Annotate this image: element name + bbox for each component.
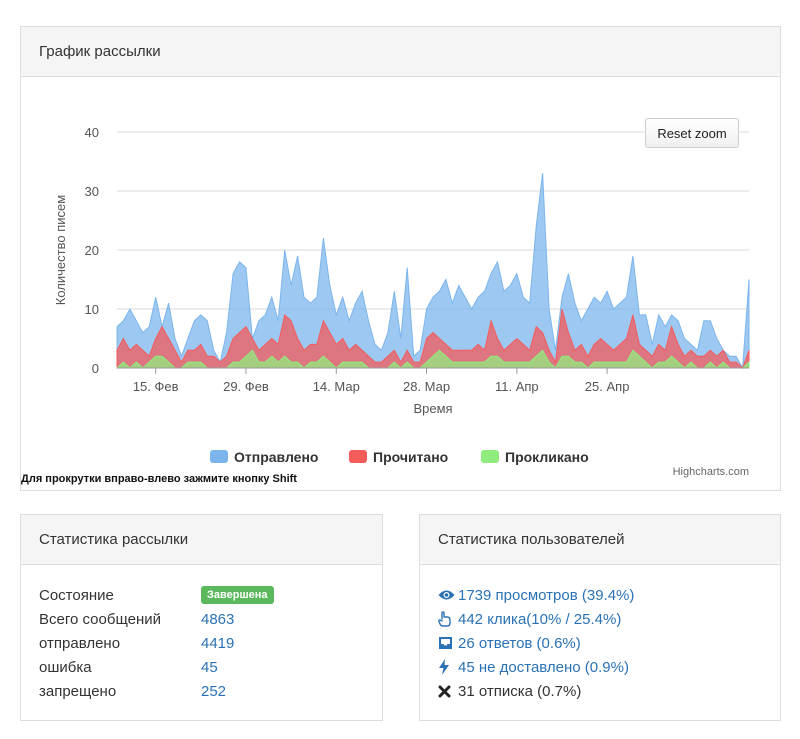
stat-label: Состояние	[39, 586, 114, 604]
chart-panel: График рассылки 0 10 20 30 40 15. Фев 29. Фев 1…	[20, 26, 781, 491]
inbox-icon	[438, 636, 458, 650]
x-axis-title: Время	[413, 401, 452, 416]
times-icon	[438, 685, 458, 698]
highcharts-credits: Highcharts.com	[673, 466, 749, 478]
views-link[interactable]: 1739 просмотров (39.4%)	[458, 586, 635, 604]
user-stat-clicks[interactable]: 442 клика(10% / 25.4%)	[438, 607, 634, 631]
user-stats-list: 1739 просмотров (39.4%) 442 клика(10% / …	[438, 583, 634, 703]
status-badge: Завершена	[201, 586, 274, 604]
user-stat-unsubscribes: 31 отписка (0.7%)	[438, 679, 634, 703]
user-stat-views[interactable]: 1739 просмотров (39.4%)	[438, 583, 634, 607]
y-tick-label: 40	[85, 125, 99, 140]
clicks-link[interactable]: 442 клика(10% / 25.4%)	[458, 610, 622, 628]
stat-row-error: ошибка 45	[39, 655, 274, 679]
y-tick-label: 10	[85, 302, 99, 317]
chart-panel-title: График рассылки	[39, 43, 161, 60]
stat-value: 4863	[201, 610, 235, 628]
bolt-icon	[438, 659, 458, 675]
x-tick-label: 11. Апр	[495, 379, 539, 394]
x-tick-label: 14. Мар	[313, 379, 360, 394]
stat-label: Всего сообщений	[39, 610, 161, 628]
stat-value: 45	[201, 658, 218, 676]
y-tick-label: 20	[85, 243, 99, 258]
stat-row-sent: отправлено 4419	[39, 631, 274, 655]
replies-link[interactable]: 26 ответов (0.6%)	[458, 634, 581, 652]
stat-label: запрещено	[39, 682, 117, 700]
user-stat-replies[interactable]: 26 ответов (0.6%)	[438, 631, 634, 655]
user-stats-header: Статистика пользователей	[420, 515, 780, 565]
stat-row-forbidden: запрещено 252	[39, 679, 274, 703]
series-area-2	[116, 308, 750, 369]
eye-icon	[438, 589, 458, 601]
unsubscribes-text: 31 отписка (0.7%)	[458, 682, 582, 700]
mailing-stats-list: Состояние Завершена Всего сообщений 4863…	[39, 583, 274, 703]
legend-label: Прочитано	[373, 449, 448, 465]
mailing-chart[interactable]: 0 10 20 30 40 15. Фев 29. Фев 14. Мар 28. Мар 11.…	[21, 76, 780, 490]
reset-zoom-button[interactable]: Reset zoom	[645, 118, 739, 148]
user-stats-panel: Статистика пользователей 1739 просмотров…	[419, 514, 781, 721]
stat-row-total: Всего сообщений 4863	[39, 607, 274, 631]
series-area-1	[116, 173, 750, 370]
legend-swatch	[210, 450, 228, 463]
stat-label: отправлено	[39, 634, 121, 652]
undelivered-link[interactable]: 45 не доставлено (0.9%)	[458, 658, 629, 676]
y-axis-title: Количество писем	[53, 195, 68, 305]
stat-row-status: Состояние Завершена	[39, 583, 274, 607]
y-tick-label: 0	[92, 361, 99, 376]
user-stat-undelivered[interactable]: 45 не доставлено (0.9%)	[438, 655, 634, 679]
scroll-hint: Для прокрутки вправо-влево зажмите кнопк…	[21, 473, 297, 485]
legend-swatch	[349, 450, 367, 463]
legend-label: Отправлено	[234, 449, 318, 465]
hand-pointer-icon	[438, 611, 458, 627]
mailing-stats-title: Статистика рассылки	[39, 531, 189, 548]
stat-value: 252	[201, 682, 227, 700]
chart-panel-header: График рассылки	[21, 27, 780, 77]
x-tick-label: 28. Мар	[403, 379, 450, 394]
user-stats-title: Статистика пользователей	[438, 531, 625, 548]
x-tick-label: 15. Фев	[133, 379, 179, 394]
mailing-stats-header: Статистика рассылки	[21, 515, 382, 565]
y-tick-label: 30	[85, 184, 99, 199]
x-tick-label: 25. Апр	[585, 379, 630, 394]
mailing-stats-panel: Статистика рассылки Состояние Завершена …	[20, 514, 383, 721]
x-tick-label: 29. Фев	[223, 379, 269, 394]
stat-value: 4419	[201, 634, 235, 652]
legend-swatch	[481, 450, 499, 463]
legend-label: Прокликано	[505, 449, 589, 465]
stat-label: ошибка	[39, 658, 92, 676]
